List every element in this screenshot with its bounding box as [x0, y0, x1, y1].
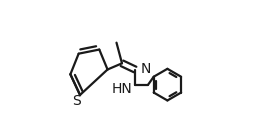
Text: N: N — [140, 62, 151, 76]
Text: S: S — [72, 94, 81, 108]
Text: HN: HN — [111, 82, 132, 96]
